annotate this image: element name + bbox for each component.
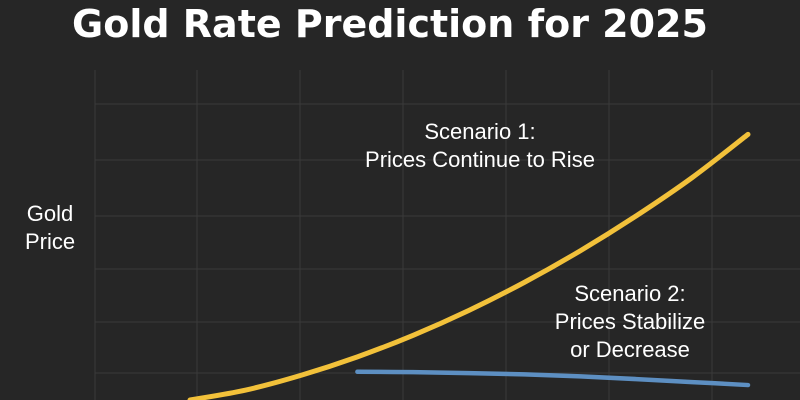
annotation-scenario-2-line-1: Scenario 2: bbox=[574, 281, 686, 306]
annotation-scenario-1-line-1: Scenario 1: bbox=[424, 119, 536, 144]
annotation-scenario-2-line-2: Prices Stabilize bbox=[554, 309, 706, 334]
annotation-scenario-1-line-2: Prices Continue to Rise bbox=[365, 147, 595, 172]
series-scenario-1-line bbox=[187, 131, 751, 400]
annotation-scenario-2: Scenario 2: Prices Stabilize or Decrease bbox=[520, 280, 740, 364]
annotation-scenario-2-line-3: or Decrease bbox=[570, 337, 690, 362]
chart-title: Gold Rate Prediction for 2025 bbox=[72, 2, 708, 46]
series-scenario-2-line bbox=[355, 369, 751, 388]
y-axis-label: Gold Price bbox=[24, 201, 76, 254]
series-layer bbox=[187, 131, 751, 400]
annotation-scenario-1: Scenario 1: Prices Continue to Rise bbox=[300, 118, 660, 174]
